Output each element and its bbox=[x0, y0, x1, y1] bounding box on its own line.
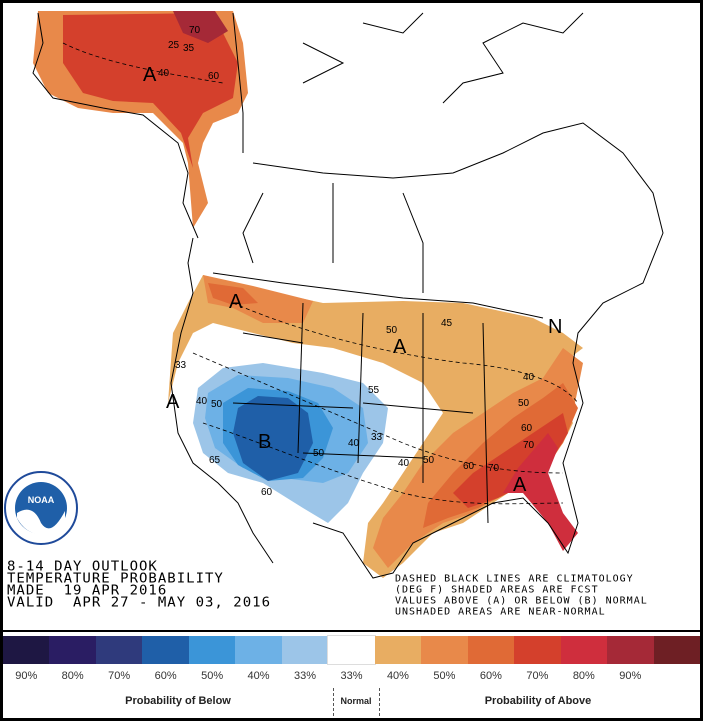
alaska-60-region bbox=[63, 13, 238, 168]
legend-percent-label: 70% bbox=[526, 670, 549, 682]
contour-label-alaska-70: 70 bbox=[189, 25, 201, 36]
contour-label-west-60: 60 bbox=[261, 487, 273, 498]
contour-label-alaska-25: 25 bbox=[168, 40, 180, 51]
legend-swatch bbox=[95, 636, 143, 664]
legend-above-title: Probability of Above bbox=[484, 695, 592, 707]
legend-normal-title: Normal bbox=[340, 696, 372, 706]
legend-swatch bbox=[467, 636, 515, 664]
legend-percent-label: 33% bbox=[294, 670, 317, 682]
legend-percent-label: 40% bbox=[386, 670, 409, 682]
legend-swatch bbox=[374, 636, 422, 664]
legend-divider-left bbox=[333, 688, 334, 716]
legend-swatch bbox=[142, 636, 190, 664]
west-below-label: B bbox=[258, 431, 271, 453]
legend-swatch bbox=[3, 636, 50, 664]
outlook-map-svg: A 25 35 70 60 40 A A A N A B 33 40 50 65… bbox=[4, 11, 664, 579]
boundaries bbox=[32, 12, 664, 579]
contour-label-east-60: 60 bbox=[521, 423, 533, 434]
contour-label-south-40: 40 bbox=[398, 458, 410, 469]
legend-swatch bbox=[49, 636, 97, 664]
legend-percent-label: 80% bbox=[572, 670, 595, 682]
notes-line2: (DEG F) SHADED AREAS ARE FCST bbox=[395, 585, 599, 596]
noaa-logo-text: NOAA bbox=[28, 495, 55, 505]
legend-percent-label: 60% bbox=[479, 670, 502, 682]
climatology-lines bbox=[62, 42, 579, 505]
legend-swatch bbox=[327, 635, 377, 665]
legend-percent-label: 40% bbox=[247, 670, 270, 682]
legend-swatch bbox=[235, 636, 283, 664]
contour-label-west-33: 33 bbox=[175, 360, 187, 371]
legend-swatch bbox=[607, 636, 655, 664]
legend-swatch bbox=[514, 636, 562, 664]
contour-label-south-50: 50 bbox=[423, 455, 435, 466]
southeast-70-region bbox=[503, 433, 578, 551]
product-line2: TEMPERATURE PROBABILITY bbox=[7, 571, 224, 587]
legend-percent-label: 60% bbox=[154, 670, 177, 682]
alaska-70-region bbox=[173, 11, 228, 43]
new-england-label: N bbox=[548, 316, 562, 338]
contour-label-east-50: 50 bbox=[518, 398, 530, 409]
legend-percent-label: 50% bbox=[433, 670, 456, 682]
contour-label-central-40: 40 bbox=[348, 438, 360, 449]
contour-label-north-50: 50 bbox=[386, 325, 398, 336]
contour-label-south-70: 70 bbox=[488, 463, 500, 474]
notes-line4: UNSHADED AREAS ARE NEAR-NORMAL bbox=[395, 607, 606, 618]
legend-below-title: Probability of Below bbox=[125, 695, 231, 707]
contour-label-central-55: 55 bbox=[368, 385, 380, 396]
west-below-70 bbox=[233, 396, 313, 481]
west-coast-above-label: A bbox=[166, 391, 180, 413]
legend-percent-label: 50% bbox=[201, 670, 224, 682]
contour-label-alaska-60: 60 bbox=[208, 71, 220, 82]
alaska-above-label: A bbox=[143, 64, 157, 86]
legend-divider-right bbox=[379, 688, 380, 716]
legend-percent-label: 33% bbox=[340, 670, 363, 682]
map-panel: A 25 35 70 60 40 A A A N A B 33 40 50 65… bbox=[3, 3, 700, 630]
contour-label-alaska-35: 35 bbox=[183, 43, 195, 54]
contour-label-alaska-40: 40 bbox=[158, 68, 170, 79]
product-line3: MADE 19 APR 2016 bbox=[7, 583, 168, 599]
contour-label-central-33: 33 bbox=[371, 432, 383, 443]
legend-percent-label: 80% bbox=[61, 670, 84, 682]
southeast-above-label: A bbox=[513, 474, 527, 496]
northwest-50-region bbox=[208, 283, 258, 305]
contour-label-west-40: 40 bbox=[196, 396, 208, 407]
contour-label-east-40: 40 bbox=[523, 372, 535, 383]
legend-percent-label: 90% bbox=[15, 670, 38, 682]
product-line4: VALID APR 27 - MAY 03, 2016 bbox=[7, 595, 272, 611]
notes-line3: VALUES ABOVE (A) OR BELOW (B) NORMAL bbox=[395, 596, 648, 607]
contour-label-south-60: 60 bbox=[463, 461, 475, 472]
noaa-logo: NOAA bbox=[4, 471, 78, 545]
legend-swatch bbox=[281, 636, 329, 664]
contour-label-central-50: 50 bbox=[313, 448, 325, 459]
probability-legend: 90% 80% 70% 60% 50% 40% 33% 33% 40% 50% 60% 70% 80% 9… bbox=[3, 632, 701, 718]
contour-label-west-65: 65 bbox=[209, 455, 221, 466]
northwest-above-label: A bbox=[229, 291, 243, 313]
contour-label-north-45: 45 bbox=[441, 318, 453, 329]
southeast-60-region bbox=[453, 413, 568, 508]
legend-swatch bbox=[188, 636, 236, 664]
legend-percent-label: 70% bbox=[108, 670, 131, 682]
legend-percent-label: 90% bbox=[619, 670, 642, 682]
product-line1: 8-14 DAY OUTLOOK bbox=[7, 559, 158, 575]
notes-line1: DASHED BLACK LINES ARE CLIMATOLOGY bbox=[395, 574, 634, 585]
legend-swatch bbox=[421, 636, 469, 664]
contour-label-east-70: 70 bbox=[523, 440, 535, 451]
legend-swatch bbox=[560, 636, 608, 664]
contour-label-west-50: 50 bbox=[211, 399, 223, 410]
legend-swatch bbox=[653, 636, 701, 664]
central-above-label: A bbox=[393, 336, 407, 358]
